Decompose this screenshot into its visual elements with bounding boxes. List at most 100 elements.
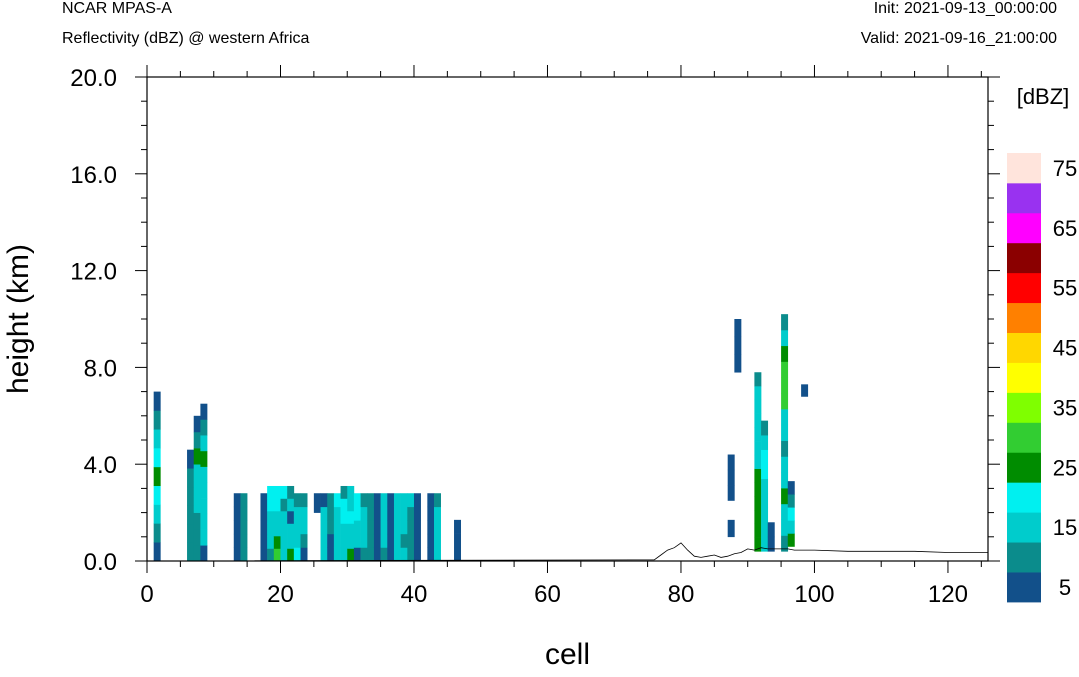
reflectivity-cell <box>287 498 295 512</box>
reflectivity-cell <box>754 372 762 387</box>
reflectivity-cell <box>273 535 281 549</box>
reflectivity-cell <box>380 547 388 562</box>
reflectivity-cell <box>153 504 161 524</box>
reflectivity-cell <box>153 391 161 411</box>
reflectivity-cell <box>734 319 742 338</box>
reflectivity-cell <box>267 510 275 524</box>
y-tick-label: 4.0 <box>84 452 117 479</box>
y-tick-label: 16.0 <box>70 162 117 189</box>
y-tick-label: 20.0 <box>70 65 117 92</box>
reflectivity-cell <box>187 523 195 543</box>
reflectivity-cell <box>193 448 201 465</box>
reflectivity-cell <box>347 548 355 562</box>
reflectivity-cell <box>387 493 395 508</box>
reflectivity-cell <box>293 493 301 508</box>
x-tick-label: 100 <box>794 581 834 608</box>
reflectivity-cell <box>767 536 775 552</box>
reflectivity-cell <box>293 547 301 562</box>
reflectivity-cell <box>373 547 381 562</box>
reflectivity-cell <box>427 520 435 535</box>
reflectivity-cell <box>340 510 348 524</box>
reflectivity-cell <box>280 523 288 537</box>
colorbar-swatch <box>1007 542 1041 573</box>
reflectivity-cell <box>333 533 341 548</box>
reflectivity-cell <box>347 485 355 499</box>
reflectivity-cell <box>761 449 769 465</box>
reflectivity-cell <box>387 533 395 548</box>
colorbar-swatch <box>1007 272 1041 304</box>
reflectivity-cell <box>380 506 388 521</box>
reflectivity-cell <box>380 520 388 535</box>
reflectivity-cell <box>387 520 395 535</box>
reflectivity-cell <box>434 533 441 548</box>
reflectivity-cell <box>320 547 328 562</box>
reflectivity-cell <box>367 506 375 521</box>
reflectivity-cell <box>434 506 441 521</box>
reflectivity-cell <box>727 469 735 486</box>
reflectivity-cell <box>233 506 241 521</box>
reflectivity-cell <box>347 523 355 537</box>
reflectivity-cell <box>287 535 295 549</box>
reflectivity-cell <box>280 498 288 512</box>
colorbar-swatch <box>1007 362 1041 393</box>
x-tick-label: 80 <box>668 581 695 608</box>
x-tick-label: 20 <box>267 581 294 608</box>
reflectivity-cell <box>787 507 795 521</box>
reflectivity-cell <box>233 547 241 562</box>
reflectivity-cell <box>353 493 361 508</box>
reflectivity-cell <box>340 485 348 499</box>
reflectivity-cell <box>781 472 789 489</box>
colorbar-swatch <box>1007 212 1041 244</box>
reflectivity-cell <box>153 448 161 468</box>
reflectivity-cell <box>333 547 341 562</box>
reflectivity-cell <box>754 454 762 469</box>
colorbar: 5 15 25 35 45 55 65 75 <box>1007 153 1077 603</box>
colorbar-swatch <box>1007 452 1041 483</box>
reflectivity-cell <box>347 498 355 512</box>
reflectivity-cell <box>781 424 789 441</box>
reflectivity-cell <box>427 493 435 508</box>
reflectivity-cell <box>360 506 368 521</box>
reflectivity-cell <box>781 519 789 536</box>
reflectivity-cell <box>153 410 161 430</box>
colorbar-swatch <box>1007 422 1041 453</box>
colorbar-unit: [dBZ] <box>1017 84 1070 109</box>
reflectivity-cell <box>781 503 789 520</box>
reflectivity-cell <box>273 485 281 499</box>
reflectivity-cell <box>360 533 368 548</box>
reflectivity-cell <box>353 520 361 535</box>
reflectivity-cell <box>754 413 762 428</box>
reflectivity-cell <box>413 493 421 508</box>
reflectivity-cell <box>400 520 408 535</box>
reflectivity-cell <box>240 520 248 535</box>
reflectivity-cell <box>240 493 248 508</box>
reflectivity-cell <box>300 533 308 548</box>
reflectivity-cell <box>300 506 308 521</box>
reflectivity-cell <box>373 493 381 508</box>
reflectivity-cell <box>287 548 295 562</box>
reflectivity-cell <box>787 481 795 495</box>
reflectivity-cell <box>787 494 795 508</box>
reflectivity-cell <box>327 547 335 562</box>
reflectivity-cell <box>454 519 462 534</box>
reflectivity-cell <box>153 429 161 449</box>
reflectivity-cell <box>407 547 415 562</box>
reflectivity-cell <box>781 345 789 362</box>
reflectivity-cell <box>280 548 288 562</box>
reflectivity-cell <box>340 498 348 512</box>
reflectivity-cell <box>400 547 408 562</box>
reflectivity-cell <box>727 485 735 501</box>
colorbar-swatch <box>1007 242 1041 274</box>
reflectivity-cell <box>767 522 775 538</box>
reflectivity-cell <box>260 493 268 508</box>
x-tick-label: 120 <box>928 581 968 608</box>
reflectivity-cell <box>413 506 421 521</box>
reflectivity-cell <box>781 361 789 378</box>
y-tick-label: 8.0 <box>84 355 117 382</box>
reflectivity-cell <box>327 506 335 521</box>
colorbar-label: 15 <box>1053 515 1077 540</box>
reflectivity-cell <box>280 485 288 499</box>
reflectivity-cell <box>193 512 201 530</box>
valid-time: Valid: 2021-09-16_21:00:00 <box>860 30 1057 47</box>
